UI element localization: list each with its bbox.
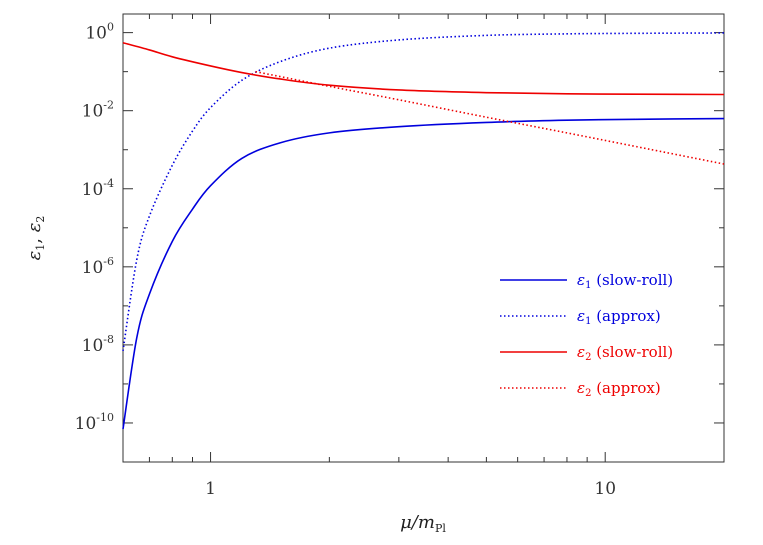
legend-symbol: ε: [577, 379, 585, 397]
legend-text: (slow-roll): [591, 343, 673, 361]
legend-subscript: 2: [585, 388, 591, 399]
y-tick-label: 100: [85, 21, 114, 44]
y-axis-title: ε1, ε2: [24, 216, 47, 261]
x-tick-labels: 1 10: [205, 479, 616, 499]
y-tick-label-base: 10: [75, 414, 97, 434]
y-tick-label: 10-8: [82, 333, 114, 356]
y-tick-label: 10-2: [82, 99, 114, 122]
legend-symbol: ε: [577, 307, 585, 325]
y-tick-label: 10-10: [75, 411, 114, 434]
legend-label-1: ε1 (approx): [577, 307, 661, 327]
plot-frame: [122, 13, 725, 463]
series-line-2: [122, 41, 725, 96]
x-axis-title: μ/mPl: [400, 512, 446, 535]
y-tick-label-exponent: -8: [103, 333, 114, 346]
series-line-1: [122, 32, 725, 352]
legend-text: (approx): [591, 379, 660, 397]
legend-symbol: ε: [577, 343, 585, 361]
legend: ε1 (slow-roll)ε1 (approx)ε2 (slow-roll)ε…: [500, 271, 673, 399]
legend-subscript: 2: [585, 352, 591, 363]
y-tick-label: 10-4: [82, 177, 114, 200]
series-line-3: [255, 70, 725, 165]
legend-label-3: ε2 (approx): [577, 379, 661, 399]
y-tick-label-exponent: -2: [103, 99, 114, 112]
legend-subscript: 1: [585, 316, 591, 327]
axis-ticks: [122, 14, 725, 463]
legend-symbol: ε: [577, 271, 585, 289]
series-line-0: [122, 117, 725, 430]
y-tick-label-base: 10: [82, 336, 104, 356]
legend-label-2: ε2 (slow-roll): [577, 343, 673, 363]
y-tick-label-exponent: -4: [103, 177, 114, 190]
legend-text: (approx): [591, 307, 660, 325]
legend-label-0: ε1 (slow-roll): [577, 271, 673, 291]
x-tick-label: 10: [594, 479, 616, 499]
legend-subscript: 1: [585, 280, 591, 291]
legend-text: (slow-roll): [591, 271, 673, 289]
y-tick-label-base: 10: [82, 258, 104, 278]
y-tick-label-exponent: -6: [103, 255, 114, 268]
y-tick-label-exponent: 0: [107, 21, 114, 34]
y-tick-label-exponent: -10: [96, 411, 114, 424]
y-tick-label: 10-6: [82, 255, 114, 278]
series-group: [122, 32, 725, 430]
y-tick-label-base: 10: [85, 24, 107, 44]
x-tick-label: 1: [205, 479, 216, 499]
y-tick-label-base: 10: [82, 180, 104, 200]
y-tick-label-base: 10: [82, 102, 104, 122]
